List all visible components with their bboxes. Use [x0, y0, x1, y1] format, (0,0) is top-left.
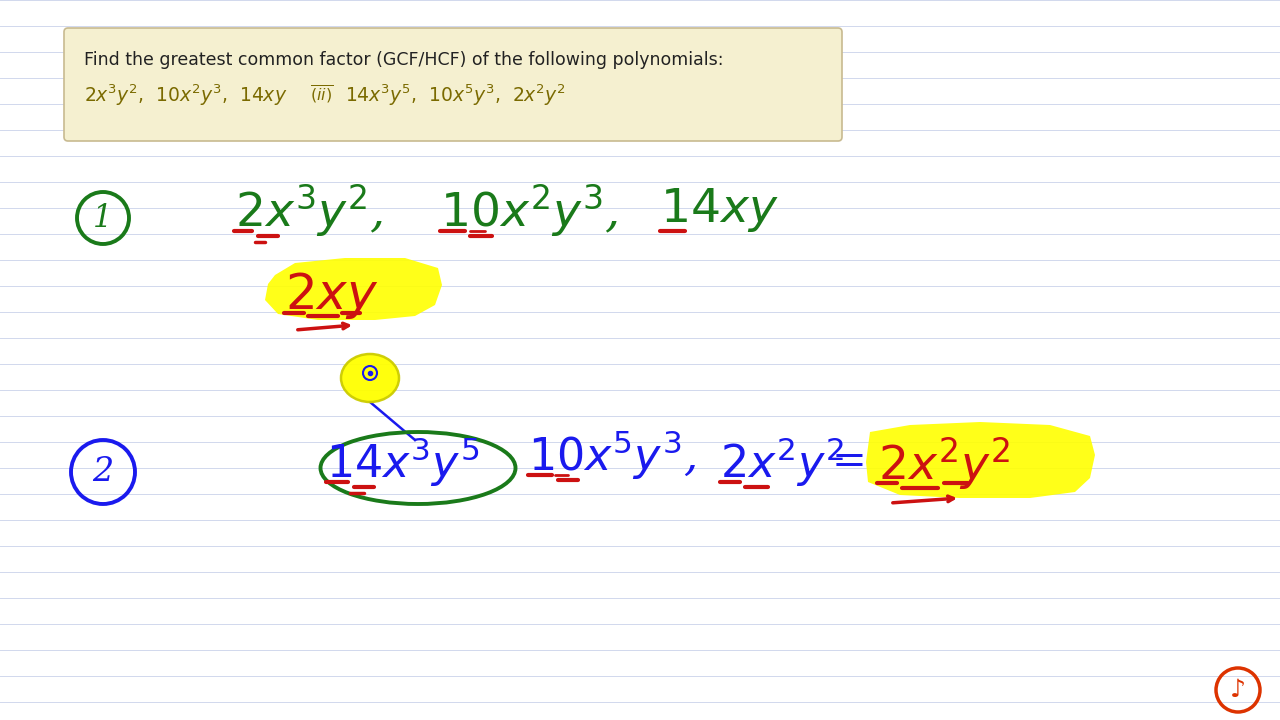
- Text: $10x^2y^3$,: $10x^2y^3$,: [440, 181, 618, 238]
- Text: $2x^2y^2$: $2x^2y^2$: [719, 435, 845, 489]
- Ellipse shape: [340, 354, 399, 402]
- Text: $2xy$: $2xy$: [285, 269, 379, 320]
- Text: ♪: ♪: [1230, 678, 1245, 702]
- Polygon shape: [867, 422, 1094, 498]
- FancyBboxPatch shape: [64, 28, 842, 141]
- Text: =: =: [832, 441, 867, 483]
- Text: $2x^2y^2$: $2x^2y^2$: [878, 434, 1010, 492]
- Text: $14xy$: $14xy$: [660, 186, 778, 234]
- Text: $10x^5y^3$,: $10x^5y^3$,: [529, 428, 696, 482]
- Text: $\overline{(ii)}$: $\overline{(ii)}$: [310, 84, 333, 106]
- Text: $2x^3y^2$,: $2x^3y^2$,: [236, 181, 383, 238]
- Text: Find the greatest common factor (GCF/HCF) of the following polynomials:: Find the greatest common factor (GCF/HCF…: [84, 51, 723, 69]
- Polygon shape: [265, 258, 442, 320]
- Text: $2x^3y^2$,  $10x^2y^3$,  $14xy$: $2x^3y^2$, $10x^2y^3$, $14xy$: [84, 82, 288, 108]
- Text: 1: 1: [93, 202, 113, 233]
- Text: 2: 2: [92, 456, 114, 488]
- Text: $14x^3y^5$,  $10x^5y^3$,  $2x^2y^2$: $14x^3y^5$, $10x^5y^3$, $2x^2y^2$: [346, 82, 566, 108]
- Text: $14x^3y^5$: $14x^3y^5$: [326, 435, 479, 489]
